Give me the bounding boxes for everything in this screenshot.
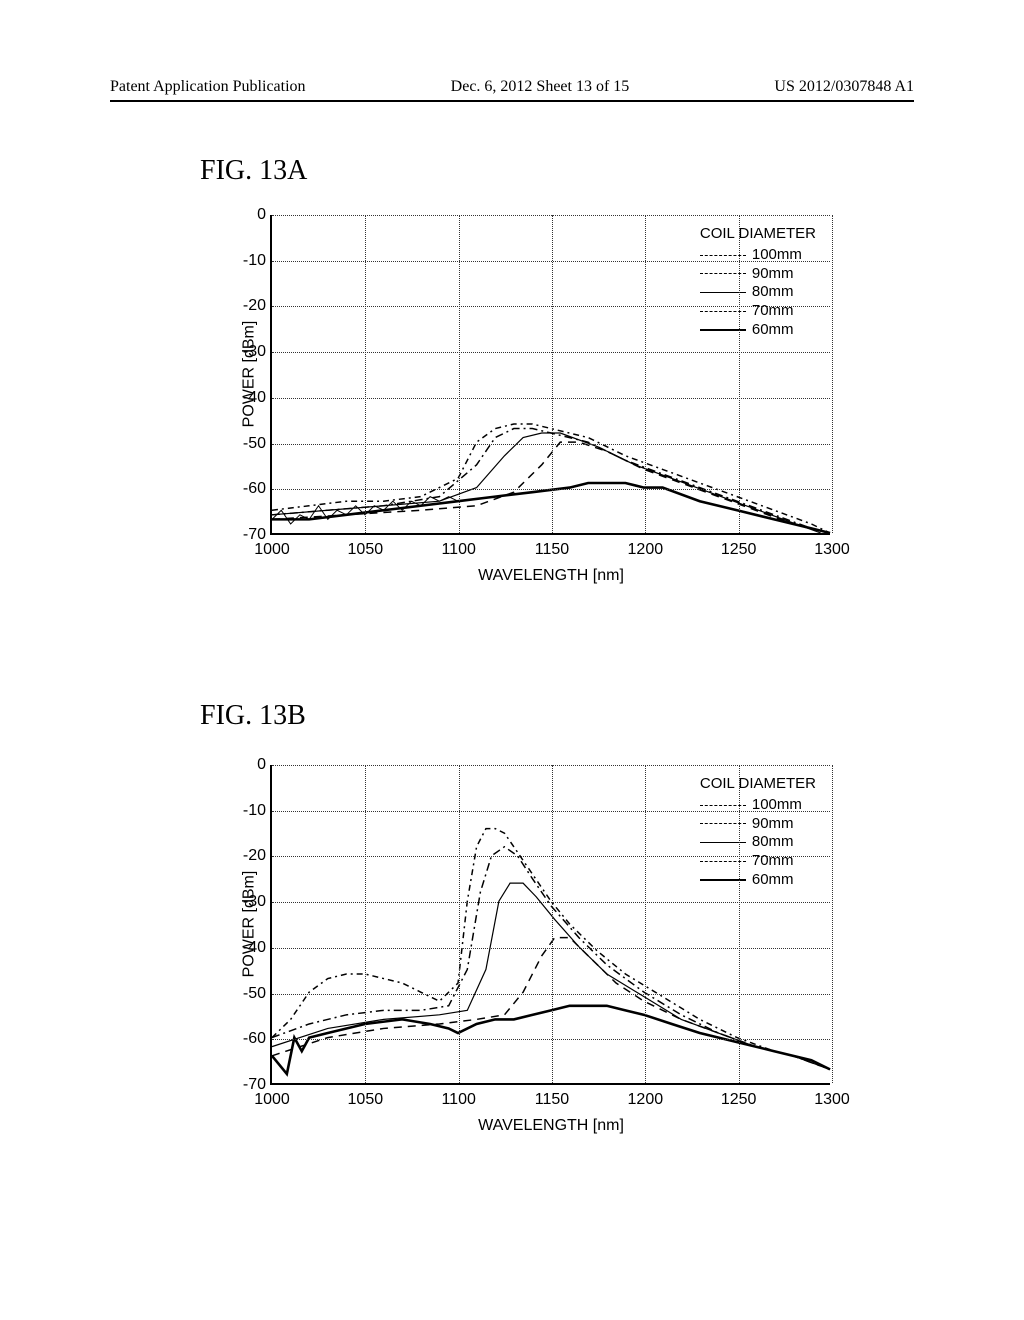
x-tick-label: 1050 [348,1091,384,1109]
series-s100 [272,424,830,533]
page-header: Patent Application Publication Dec. 6, 2… [110,78,914,102]
x-tick-label: 1250 [721,1091,757,1109]
plot-area-b: POWER [dBm] WAVELENGTH [nm] COIL DIAMETE… [270,765,830,1085]
y-tick-label: 0 [224,756,266,774]
x-tick-label: 1200 [628,541,664,559]
legend-row: 60mm [700,321,816,340]
grid-line-v [832,215,833,533]
y-tick-label: -20 [224,297,266,315]
y-axis-label: POWER [dBm] [240,871,258,978]
y-tick-label: -10 [224,252,266,270]
figure-label-a: FIG. 13A [200,155,307,187]
legend-b: COIL DIAMETER100mm90mm80mm70mm60mm [696,773,820,892]
y-tick-label: -70 [224,526,266,544]
x-axis-label: WAVELENGTH [nm] [478,1117,624,1135]
grid-line-v [365,765,366,1083]
x-tick-label: 1050 [348,541,384,559]
grid-line-h [272,1039,830,1040]
legend-item-label: 60mm [752,871,794,890]
x-tick-label: 1100 [441,1091,475,1109]
figure-label-b: FIG. 13B [200,700,306,732]
x-tick-label: 1300 [814,1091,850,1109]
legend-row: 90mm [700,815,816,834]
grid-line-h [272,902,830,903]
legend-item-label: 60mm [752,321,794,340]
grid-line-v [645,215,646,533]
grid-line-h [272,306,830,307]
grid-line-h [272,994,830,995]
legend-row: 80mm [700,833,816,852]
legend-a: COIL DIAMETER100mm90mm80mm70mm60mm [696,223,820,342]
grid-line-v [552,765,553,1083]
grid-line-h [272,856,830,857]
y-tick-label: -50 [224,435,266,453]
y-tick-label: 0 [224,206,266,224]
grid-line-h [272,948,830,949]
grid-line-h [272,489,830,490]
y-tick-label: -60 [224,1030,266,1048]
y-tick-label: -50 [224,985,266,1003]
legend-item-label: 70mm [752,852,794,871]
grid-line-v [739,765,740,1083]
grid-line-v [459,215,460,533]
grid-line-h [272,261,830,262]
legend-row: 80mm [700,283,816,302]
legend-title: COIL DIAMETER [700,225,816,244]
legend-row: 70mm [700,302,816,321]
grid-line-h [272,215,830,216]
plot-area-a: POWER [dBm] WAVELENGTH [nm] COIL DIAMETE… [270,215,830,535]
legend-row: 70mm [700,852,816,871]
y-tick-label: -30 [224,893,266,911]
chart-13b: POWER [dBm] WAVELENGTH [nm] COIL DIAMETE… [200,765,840,1085]
legend-row: 90mm [700,265,816,284]
x-tick-label: 1300 [814,541,850,559]
x-tick-label: 1150 [535,541,569,559]
legend-row: 60mm [700,871,816,890]
legend-item-label: 80mm [752,833,794,852]
chart-13a: POWER [dBm] WAVELENGTH [nm] COIL DIAMETE… [200,215,840,535]
y-tick-label: -30 [224,343,266,361]
x-tick-label: 1250 [721,541,757,559]
y-tick-label: -10 [224,802,266,820]
grid-line-h [272,398,830,399]
header-center-text: Dec. 6, 2012 Sheet 13 of 15 [451,78,630,96]
y-axis-label: POWER [dBm] [240,321,258,428]
legend-item-label: 70mm [752,302,794,321]
x-tick-label: 1100 [441,541,475,559]
y-tick-label: -60 [224,480,266,498]
y-tick-label: -20 [224,847,266,865]
grid-line-v [832,765,833,1083]
grid-line-h [272,765,830,766]
x-axis-label: WAVELENGTH [nm] [478,567,624,585]
grid-line-h [272,444,830,445]
legend-item-label: 90mm [752,815,794,834]
legend-title: COIL DIAMETER [700,775,816,794]
legend-item-label: 90mm [752,265,794,284]
y-tick-label: -70 [224,1076,266,1094]
grid-line-v [645,765,646,1083]
header-left-text: Patent Application Publication [110,78,306,96]
grid-line-h [272,811,830,812]
grid-line-v [459,765,460,1083]
series-s80 [272,883,830,1069]
header-right-text: US 2012/0307848 A1 [774,78,914,96]
x-tick-label: 1200 [628,1091,664,1109]
series-s70 [272,442,830,533]
grid-line-v [739,215,740,533]
grid-line-v [552,215,553,533]
grid-line-v [365,215,366,533]
legend-item-label: 80mm [752,283,794,302]
series-s70 [272,938,830,1070]
y-tick-label: -40 [224,939,266,957]
y-tick-label: -40 [224,389,266,407]
grid-line-h [272,352,830,353]
x-tick-label: 1150 [535,1091,569,1109]
